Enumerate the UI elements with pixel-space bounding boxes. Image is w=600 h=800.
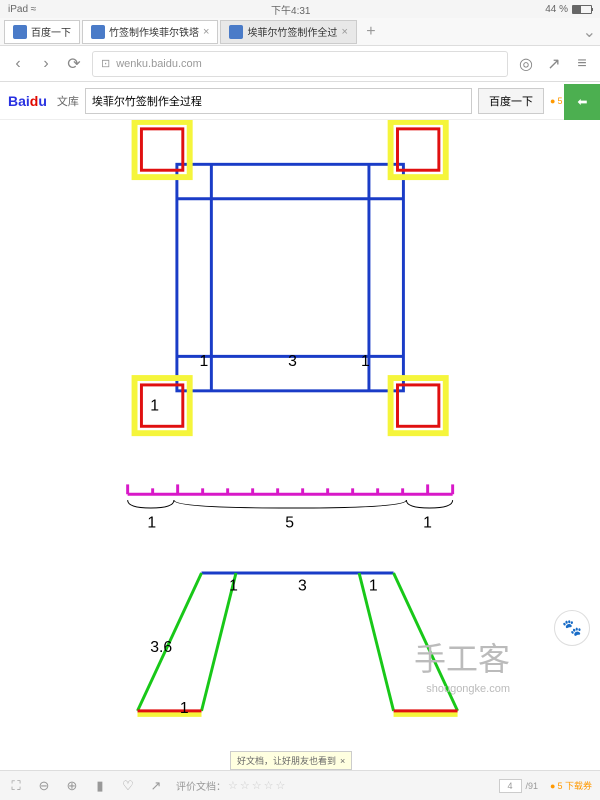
svg-text:1: 1: [369, 578, 378, 595]
device-label: iPad: [8, 4, 28, 15]
star-icon[interactable]: ☆: [252, 779, 262, 792]
watermark: 手工客: [414, 634, 510, 680]
refresh-icon[interactable]: ⟳: [64, 54, 84, 74]
tab-label: 埃菲尔竹签制作全过: [247, 24, 337, 39]
share-popup[interactable]: 好文档，让好朋友也看到 ×: [230, 751, 352, 770]
battery-pct: 44 %: [545, 4, 568, 15]
url-bar[interactable]: ⊡ wenku.baidu.com: [92, 51, 508, 77]
menu-icon[interactable]: ≡: [572, 54, 592, 74]
page-input[interactable]: 4: [499, 779, 522, 793]
favicon-icon: [229, 25, 243, 39]
rating[interactable]: 评价文档： ☆☆☆☆☆: [176, 778, 285, 793]
wenku-label: 文库: [57, 93, 79, 109]
page-info: 4 /91: [499, 779, 539, 793]
camera-icon[interactable]: ◎: [516, 54, 536, 74]
baidu-float-icon[interactable]: 🐾: [554, 610, 590, 646]
svg-text:1: 1: [180, 700, 189, 717]
baidu-logo[interactable]: Baidu: [8, 93, 47, 109]
nav-row: ‹ › ⟳ ⊡ wenku.baidu.com ◎ ↗ ≡: [0, 46, 600, 82]
forward-icon[interactable]: ›: [36, 54, 56, 74]
status-bar: iPad ≈ 下午4:31 44 %: [0, 0, 600, 18]
search-btn-label: 百度一下: [489, 93, 533, 109]
document-content: 1 3 1 1 1 5 1 1 3 1 3.6 1 手工客 shougongke.com 🐾: [0, 120, 600, 770]
search-value: 埃菲尔竹签制作全过程: [92, 93, 202, 109]
zoom-out-icon[interactable]: ⊖: [36, 778, 52, 794]
svg-text:1: 1: [361, 353, 370, 370]
battery-icon: [572, 5, 592, 14]
chevron-down-icon[interactable]: ⌄: [583, 22, 596, 42]
favicon-icon: [13, 25, 27, 39]
tab-baidu[interactable]: 百度一下: [4, 20, 80, 44]
star-icon[interactable]: ☆: [228, 779, 238, 792]
svg-text:1: 1: [423, 515, 432, 532]
lock-icon: ⊡: [101, 57, 110, 70]
share-icon[interactable]: ↗: [148, 778, 164, 794]
search-row: Baidu 文库 埃菲尔竹签制作全过程 百度一下 ●5 下载券: [0, 82, 600, 120]
heart-icon[interactable]: ♡: [120, 778, 136, 794]
bottom-coupon: ●5 下载券: [550, 779, 592, 792]
favicon-icon: [91, 25, 105, 39]
svg-text:5: 5: [285, 515, 294, 532]
fullscreen-icon[interactable]: ⛶: [8, 778, 24, 794]
tab-label: 竹签制作埃菲尔铁塔: [109, 24, 199, 39]
star-icon[interactable]: ☆: [276, 779, 286, 792]
tabs-row: 百度一下 竹签制作埃菲尔铁塔 × 埃菲尔竹签制作全过 × + ⌄: [0, 18, 600, 46]
star-icon[interactable]: ☆: [240, 779, 250, 792]
svg-text:3.6: 3.6: [150, 639, 172, 656]
bottom-bar: ⛶ ⊖ ⊕ ▮ ♡ ↗ 评价文档： ☆☆☆☆☆ 4 /91 ●5 下载券: [0, 770, 600, 800]
share-icon[interactable]: ↗: [544, 54, 564, 74]
back-icon[interactable]: ‹: [8, 54, 28, 74]
watermark-sub: shougongke.com: [426, 683, 510, 695]
close-icon[interactable]: ×: [340, 756, 345, 766]
tab-label: 百度一下: [31, 24, 71, 39]
bookmark-icon[interactable]: ▮: [92, 778, 108, 794]
search-button[interactable]: 百度一下: [478, 88, 544, 114]
clock: 下午4:31: [271, 2, 310, 17]
page-total: /91: [526, 781, 539, 791]
svg-text:1: 1: [200, 353, 209, 370]
search-input[interactable]: 埃菲尔竹签制作全过程: [85, 88, 472, 114]
svg-text:1: 1: [147, 515, 156, 532]
svg-text:3: 3: [298, 578, 307, 595]
wifi-icon: ≈: [31, 4, 37, 15]
download-button[interactable]: ⬇: [564, 84, 600, 120]
diagram-svg: 1 3 1 1 1 5 1 1 3 1 3.6 1: [0, 120, 600, 770]
tab-eiffel[interactable]: 埃菲尔竹签制作全过 ×: [220, 20, 356, 44]
close-icon[interactable]: ×: [203, 26, 209, 38]
tab-bamboo[interactable]: 竹签制作埃菲尔铁塔 ×: [82, 20, 218, 44]
popup-text: 好文档，让好朋友也看到: [237, 754, 336, 767]
new-tab-button[interactable]: +: [359, 23, 383, 41]
url-text: wenku.baidu.com: [116, 58, 202, 70]
star-icon[interactable]: ☆: [264, 779, 274, 792]
svg-text:3: 3: [288, 353, 297, 370]
svg-text:1: 1: [150, 398, 159, 415]
rating-label: 评价文档：: [176, 778, 226, 793]
svg-text:1: 1: [229, 578, 238, 595]
close-icon[interactable]: ×: [341, 26, 347, 38]
zoom-in-icon[interactable]: ⊕: [64, 778, 80, 794]
